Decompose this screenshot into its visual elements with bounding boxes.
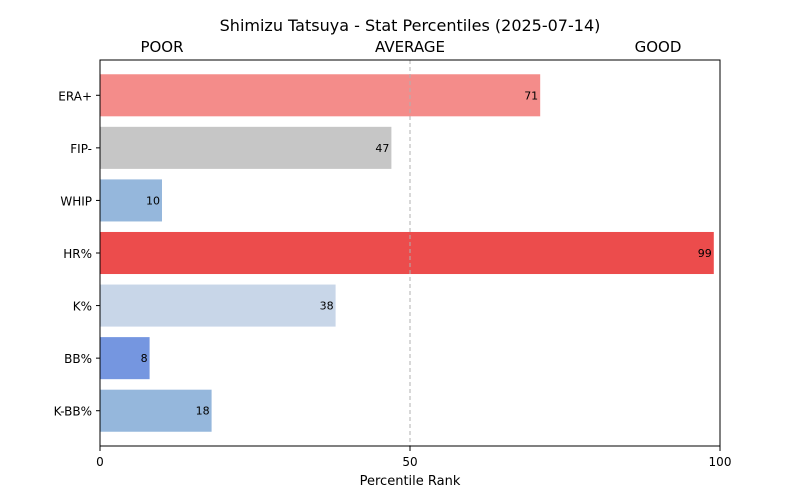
x-axis: 0 50 100 — [96, 446, 731, 469]
bar-era- — [100, 74, 541, 117]
bar-k- — [100, 284, 336, 327]
y-tick-label: FIP- — [70, 142, 92, 156]
zone-labels: POOR AVERAGE GOOD — [140, 38, 681, 56]
x-tick-label: 0 — [96, 455, 104, 469]
bars-group: 71 47 10 99 38 8 18 — [100, 74, 714, 432]
zone-label-poor: POOR — [140, 38, 183, 56]
data-label: 47 — [375, 142, 389, 155]
bar-hr- — [100, 231, 714, 275]
data-label: 18 — [196, 405, 210, 418]
data-label: 99 — [698, 247, 712, 260]
chart-title: Shimizu Tatsuya - Stat Percentiles (2025… — [220, 16, 601, 35]
bar-bb- — [100, 337, 150, 380]
zone-label-good: GOOD — [635, 38, 682, 56]
data-label: 71 — [524, 89, 538, 102]
bar-whip — [100, 179, 162, 222]
y-tick-label: HR% — [63, 247, 92, 261]
bar-k-bb- — [100, 389, 212, 432]
y-axis: ERA+ FIP- WHIP HR% K% BB% K-BB% — [54, 89, 100, 419]
x-tick-label: 100 — [709, 455, 732, 469]
data-label: 10 — [146, 194, 160, 207]
y-tick-label: BB% — [64, 352, 92, 366]
bar-fip- — [100, 126, 392, 169]
data-label: 8 — [141, 352, 148, 365]
y-tick-label: ERA+ — [58, 89, 92, 103]
y-tick-label: WHIP — [60, 194, 92, 208]
x-tick-label: 50 — [402, 455, 417, 469]
data-label: 38 — [320, 300, 334, 313]
y-tick-label: K-BB% — [54, 405, 92, 419]
x-axis-label: Percentile Rank — [360, 474, 461, 489]
zone-label-average: AVERAGE — [375, 38, 445, 56]
y-tick-label: K% — [73, 300, 92, 314]
